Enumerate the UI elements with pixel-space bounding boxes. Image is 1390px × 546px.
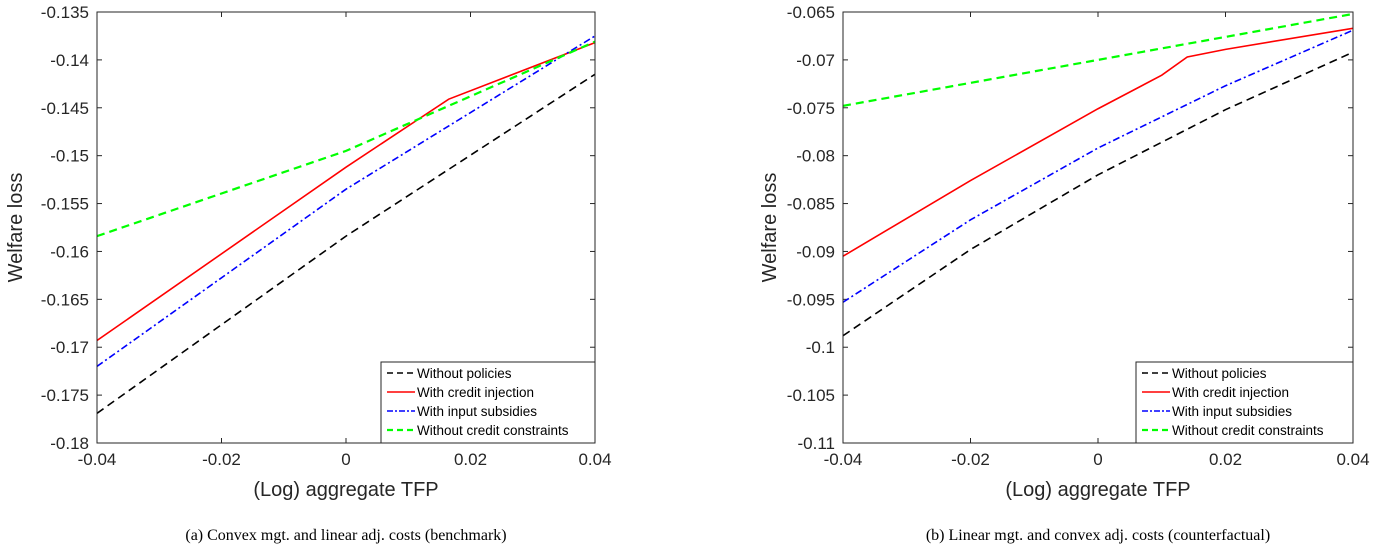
y-tick-label: -0.165 [41, 290, 89, 309]
x-tick-label: -0.02 [951, 450, 990, 469]
y-tick-label: -0.155 [41, 195, 89, 214]
series-line-3 [97, 35, 595, 368]
axes-box [842, 11, 1354, 444]
series-line-2 [843, 27, 1353, 257]
panel-caption: (a) Convex mgt. and linear adj. costs (b… [185, 527, 506, 544]
series-line-2 [97, 41, 595, 342]
series-line-4 [843, 12, 1353, 107]
legend-label: Without credit constraints [1172, 423, 1324, 438]
axes-box [96, 11, 596, 444]
y-axis-label: Welfare loss [759, 173, 781, 283]
series-line-1 [843, 51, 1353, 337]
x-tick-label: 0.04 [578, 450, 611, 469]
legend-label: With input subsidies [1172, 404, 1292, 419]
series-line-1 [97, 73, 595, 414]
x-tick-label: 0 [1093, 450, 1102, 469]
x-tick-label: 0 [341, 450, 350, 469]
x-axis-label: (Log) aggregate TFP [253, 479, 438, 501]
y-tick-label: -0.08 [796, 147, 835, 166]
y-axis-label: Welfare loss [5, 173, 27, 283]
y-tick-label: -0.11 [798, 434, 836, 453]
y-tick-label: -0.095 [787, 290, 835, 309]
y-tick-label: -0.14 [50, 51, 89, 70]
x-tick-label: 0.04 [1336, 450, 1369, 469]
legend-label: With input subsidies [417, 404, 537, 419]
legend-label: Without policies [417, 366, 512, 381]
y-tick-label: -0.175 [41, 386, 89, 405]
panel-caption: (b) Linear mgt. and convex adj. costs (c… [926, 527, 1270, 544]
y-tick-label: -0.135 [41, 3, 89, 22]
x-tick-label: -0.02 [202, 450, 241, 469]
y-tick-label: -0.17 [50, 338, 89, 357]
y-tick-label: -0.105 [787, 386, 835, 405]
y-tick-label: -0.075 [787, 99, 835, 118]
x-axis-label: (Log) aggregate TFP [1005, 479, 1190, 501]
series-line-3 [843, 29, 1353, 303]
y-tick-label: -0.085 [787, 195, 835, 214]
y-tick-label: -0.145 [41, 99, 89, 118]
legend-box [1135, 361, 1354, 444]
y-tick-label: -0.16 [50, 242, 89, 261]
legend-label: With credit injection [1172, 385, 1289, 400]
y-tick-label: -0.15 [50, 147, 89, 166]
legend-label: Without credit constraints [417, 423, 569, 438]
y-tick-label: -0.09 [796, 242, 835, 261]
x-tick-label: 0.02 [1209, 450, 1242, 469]
legend-label: Without policies [1172, 366, 1267, 381]
chart-panel-a: -0.04 -0.02 0 0.02 0.04 -0.135 -0.14 -0.145 -0.1… [5, 3, 612, 544]
y-tick-label: -0.065 [787, 3, 835, 22]
legend-label: With credit injection [417, 385, 534, 400]
legend: Without policies With credit injection Wit… [1135, 361, 1354, 444]
legend: Without policies With credit injection Wit… [380, 361, 596, 444]
x-tick-label: -0.04 [824, 450, 863, 469]
chart-panel-b: -0.04 -0.02 0 0.02 0.04 -0.065 -0.07 -0.075 -0.0… [759, 3, 1370, 544]
series-line-4 [97, 40, 595, 238]
y-tick-label: -0.1 [806, 338, 835, 357]
x-tick-label: -0.04 [78, 450, 117, 469]
x-tick-label: 0.02 [454, 450, 487, 469]
legend-box [380, 361, 596, 444]
y-tick-label: -0.18 [50, 434, 89, 453]
y-tick-label: -0.07 [796, 51, 835, 70]
